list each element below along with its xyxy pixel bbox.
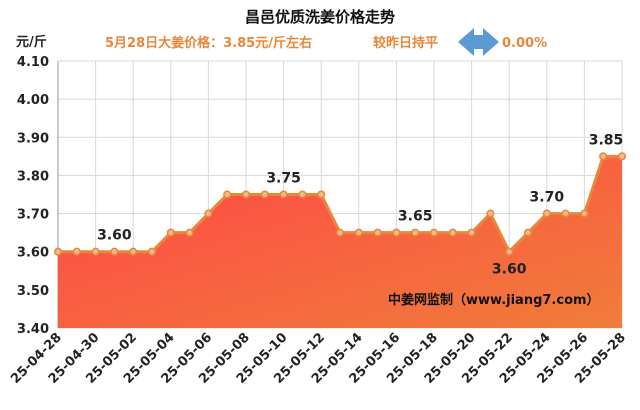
data-point [505,247,514,256]
data-point [166,228,175,237]
change-label: 较昨日持平 [373,35,438,51]
double-arrow-icon [458,28,499,56]
data-point [429,228,439,237]
data-point [223,190,232,199]
data-point [392,228,401,237]
data-point [542,209,551,218]
y-tick-label: 4.10 [17,55,49,70]
change-value: 0.00% [502,36,547,51]
data-point [72,247,81,256]
data-labels: 3.60 3.75 3.65 3.60 3.70 3.85 [97,132,623,277]
data-point [617,152,627,161]
data-point [53,247,63,256]
data-point [411,228,420,237]
data-label: 3.75 [266,171,301,187]
area-fill-group [58,156,622,328]
data-point [317,190,326,199]
y-tick-label: 4.00 [17,93,49,108]
data-label: 3.65 [398,209,433,225]
data-label: 3.70 [530,190,565,206]
data-point [335,228,345,237]
data-point [467,228,476,237]
data-point [298,190,307,199]
data-point [373,228,382,237]
data-point [448,228,457,237]
data-point [561,209,570,218]
y-tick-label: 3.70 [17,208,49,223]
y-tick-label: 3.50 [17,284,49,299]
data-point [486,209,495,218]
data-label: 3.60 [492,262,527,278]
data-point [580,209,589,218]
y-axis-ticks: 3.40 3.50 3.60 3.70 3.80 3.90 4.00 4.10 [17,55,49,337]
data-label: 3.60 [97,228,132,244]
data-label: 3.85 [589,132,624,148]
data-point [147,247,157,256]
data-point [260,190,269,199]
chart-title: 昌邑优质洗姜价格走势 [245,8,395,26]
data-point [129,247,138,256]
data-point [241,190,251,199]
data-point [185,228,194,237]
data-point [599,152,608,161]
data-point [204,209,213,218]
watermark: 中姜网监制（www.jiang7.com） [388,292,600,308]
y-axis-unit-label: 元/斤 [16,34,47,50]
y-tick-label: 3.40 [17,322,49,337]
y-tick-label: 3.90 [17,131,49,146]
data-markers [53,152,627,256]
data-point [279,190,288,199]
y-tick-label: 3.60 [17,246,49,261]
data-point [110,247,119,256]
data-point [523,228,533,237]
chart-subtitle: 5月28日大姜价格：3.85元/斤左右 [105,35,312,51]
area-fill [58,156,622,328]
data-point [91,247,100,256]
x-axis-ticks: 25-04-2825-04-3025-05-0225-05-0425-05-06… [8,330,629,387]
data-point [354,228,363,237]
y-tick-label: 3.80 [17,169,49,184]
